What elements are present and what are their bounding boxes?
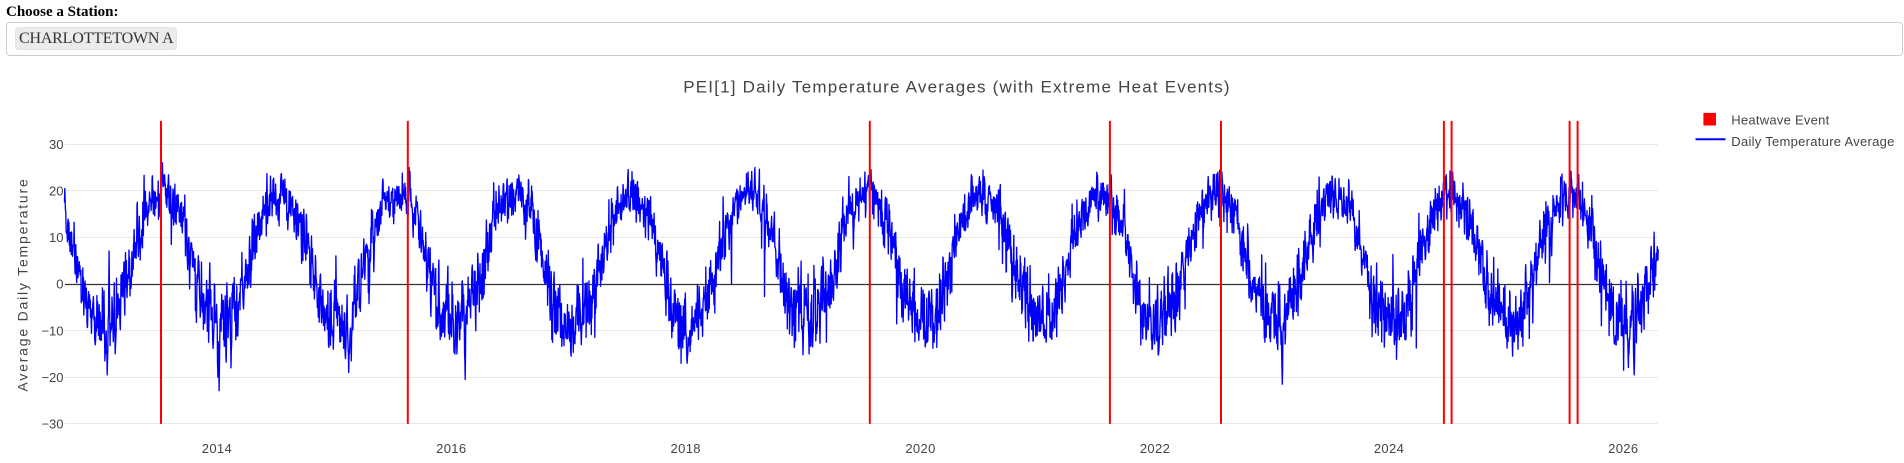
- svg-text:2018: 2018: [671, 441, 701, 456]
- svg-text:2020: 2020: [905, 441, 935, 456]
- svg-text:−20: −20: [41, 370, 63, 385]
- svg-text:30: 30: [49, 137, 63, 152]
- svg-text:2026: 2026: [1608, 441, 1638, 456]
- svg-text:PEI[1] Daily Temperature Avera: PEI[1] Daily Temperature Averages (with …: [683, 78, 1231, 97]
- svg-text:Heatwave Event: Heatwave Event: [1731, 112, 1829, 127]
- svg-text:20: 20: [49, 184, 63, 199]
- svg-text:2016: 2016: [436, 441, 466, 456]
- svg-text:Daily Temperature Average: Daily Temperature Average: [1731, 134, 1894, 149]
- svg-text:2014: 2014: [202, 441, 232, 456]
- svg-text:2022: 2022: [1140, 441, 1170, 456]
- svg-text:10: 10: [49, 230, 63, 245]
- svg-text:−30: −30: [41, 417, 63, 432]
- svg-text:−10: −10: [41, 323, 63, 338]
- svg-text:2024: 2024: [1374, 441, 1404, 456]
- svg-text:0: 0: [56, 277, 63, 292]
- svg-text:Average Daily Temperature: Average Daily Temperature: [15, 177, 31, 391]
